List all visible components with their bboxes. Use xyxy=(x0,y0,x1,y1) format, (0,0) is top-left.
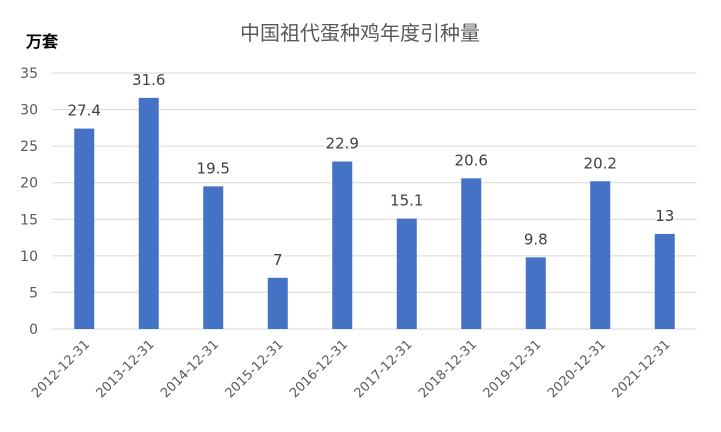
x-axis-ticks: 2012-12-31 2013-12-31 2014-12-31 2015-12-31… xyxy=(29,337,674,401)
grid-lines xyxy=(52,72,697,330)
data-label: 20.2 xyxy=(584,154,617,172)
bar xyxy=(461,178,482,329)
data-label: 9.8 xyxy=(524,230,548,248)
bar xyxy=(396,218,417,329)
bar xyxy=(525,257,546,329)
data-label: 7 xyxy=(273,251,283,269)
bar xyxy=(267,277,288,329)
x-tick-label: 2012-12-31 xyxy=(29,337,93,401)
x-tick-label: 2014-12-31 xyxy=(158,337,222,401)
data-labels: 27.4 31.6 19.5 7 22.9 15.1 20.6 9.8 20.2 13 xyxy=(68,71,675,269)
y-tick-label: 10 xyxy=(20,249,38,265)
data-label: 27.4 xyxy=(68,102,101,120)
chart-title: 中国祖代蛋种鸡年度引种量 xyxy=(240,21,480,45)
data-label: 13 xyxy=(655,207,674,225)
x-tick-label: 2019-12-31 xyxy=(481,337,545,401)
y-tick-label: 15 xyxy=(20,212,38,228)
y-axis-ticks: 0 5 10 15 20 25 30 35 xyxy=(20,66,38,338)
bar xyxy=(203,186,224,329)
data-label: 19.5 xyxy=(197,159,230,177)
bar xyxy=(654,233,675,329)
x-tick-label: 2016-12-31 xyxy=(287,337,351,401)
y-tick-label: 25 xyxy=(20,139,38,155)
data-label: 22.9 xyxy=(326,135,359,153)
bar xyxy=(74,128,95,329)
data-label: 20.6 xyxy=(455,151,488,169)
data-label: 15.1 xyxy=(390,192,423,210)
y-tick-label: 30 xyxy=(20,103,38,119)
bars xyxy=(74,97,675,330)
y-tick-label: 5 xyxy=(29,285,38,301)
data-label: 31.6 xyxy=(132,71,165,89)
y-tick-label: 35 xyxy=(20,66,38,82)
x-tick-label: 2020-12-31 xyxy=(545,337,609,401)
x-tick-label: 2017-12-31 xyxy=(352,337,416,401)
x-tick-label: 2013-12-31 xyxy=(94,337,158,401)
y-tick-label: 20 xyxy=(20,176,38,192)
y-tick-label: 0 xyxy=(29,322,38,338)
bar xyxy=(590,181,611,329)
bar xyxy=(138,97,159,330)
x-tick-label: 2021-12-31 xyxy=(610,337,674,401)
x-tick-label: 2015-12-31 xyxy=(223,337,287,401)
bar xyxy=(332,161,353,329)
x-tick-label: 2018-12-31 xyxy=(416,337,480,401)
y-unit-label: 万套 xyxy=(25,32,59,51)
